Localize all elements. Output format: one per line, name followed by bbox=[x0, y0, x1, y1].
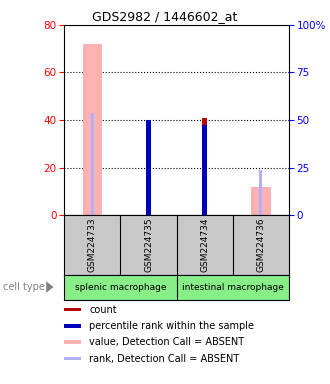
Text: value, Detection Call = ABSENT: value, Detection Call = ABSENT bbox=[89, 337, 244, 347]
Bar bbox=[146, 120, 151, 215]
Bar bbox=[202, 118, 207, 215]
Bar bbox=[64, 324, 81, 328]
Bar bbox=[64, 357, 81, 360]
Text: GDS2982 / 1446602_at: GDS2982 / 1446602_at bbox=[92, 10, 238, 23]
Bar bbox=[251, 187, 271, 215]
Bar bbox=[259, 170, 262, 215]
Text: rank, Detection Call = ABSENT: rank, Detection Call = ABSENT bbox=[89, 354, 239, 364]
Bar bbox=[91, 113, 94, 215]
Bar bbox=[64, 308, 81, 311]
Text: GSM224736: GSM224736 bbox=[256, 217, 265, 272]
Text: GSM224734: GSM224734 bbox=[200, 218, 209, 272]
Text: count: count bbox=[89, 305, 117, 314]
Bar bbox=[82, 44, 102, 215]
Bar bbox=[146, 122, 151, 215]
Bar bbox=[202, 125, 207, 215]
Text: percentile rank within the sample: percentile rank within the sample bbox=[89, 321, 254, 331]
Text: GSM224735: GSM224735 bbox=[144, 217, 153, 272]
Text: splenic macrophage: splenic macrophage bbox=[75, 283, 166, 291]
Text: intestinal macrophage: intestinal macrophage bbox=[182, 283, 283, 291]
Text: GSM224733: GSM224733 bbox=[88, 217, 97, 272]
Text: cell type: cell type bbox=[3, 282, 45, 292]
Bar bbox=[64, 341, 81, 344]
